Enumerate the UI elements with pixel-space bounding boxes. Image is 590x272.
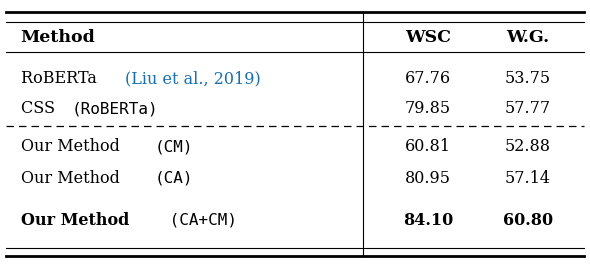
Text: (Liu et al., 2019): (Liu et al., 2019): [125, 70, 261, 87]
Text: 60.80: 60.80: [503, 212, 553, 229]
Text: RoBERTa: RoBERTa: [21, 70, 101, 87]
Text: Our Method: Our Method: [21, 212, 129, 229]
Text: Method: Method: [21, 29, 96, 46]
Text: (CA+CM): (CA+CM): [160, 213, 238, 228]
Text: 53.75: 53.75: [505, 70, 551, 87]
Text: W.G.: W.G.: [506, 29, 550, 46]
Text: 84.10: 84.10: [402, 212, 453, 229]
Text: Our Method: Our Method: [21, 170, 124, 187]
Text: 57.77: 57.77: [505, 100, 551, 117]
Text: 79.85: 79.85: [405, 100, 451, 117]
Text: (CM): (CM): [155, 139, 194, 154]
Text: Our Method: Our Method: [21, 138, 124, 155]
Text: CSS: CSS: [21, 100, 60, 117]
Text: 57.14: 57.14: [505, 170, 551, 187]
Text: 80.95: 80.95: [405, 170, 451, 187]
Text: 67.76: 67.76: [405, 70, 451, 87]
Text: 60.81: 60.81: [405, 138, 451, 155]
Text: WSC: WSC: [405, 29, 451, 46]
Text: 52.88: 52.88: [505, 138, 551, 155]
Text: (RoBERTa): (RoBERTa): [71, 101, 158, 116]
Text: (CA): (CA): [155, 171, 194, 186]
